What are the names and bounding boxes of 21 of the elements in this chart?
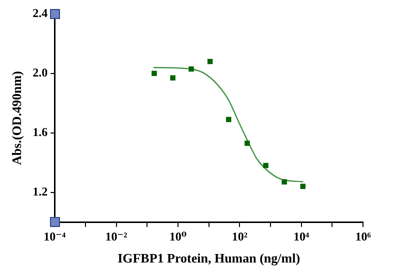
point [244,140,250,146]
point [226,116,232,122]
x-tick-label: 10⁶ [355,229,372,244]
point [188,66,194,72]
point [207,58,213,64]
x-tick-label: 10⁻² [105,229,128,244]
point [152,70,157,76]
y-tick-label: 2.4 [32,6,48,20]
x-tick-label: 10⁻⁴ [44,229,66,244]
y-tick-label: 2.0 [32,66,48,80]
point [282,179,287,185]
x-tick-label: 10⁰ [169,229,187,244]
y-tick-label: 1.2 [32,184,48,198]
x-tick-label: 10² [232,229,248,244]
point [300,184,306,189]
point [263,162,268,168]
y-axis-title: Abs.(OD.490nm) [9,71,24,165]
point [170,75,176,81]
x-tick-label: 10⁴ [294,229,310,244]
y-tick-label: 1.6 [32,124,48,139]
x-axis-title: IGFBP1 Protein, Human (ng/ml) [118,250,300,266]
